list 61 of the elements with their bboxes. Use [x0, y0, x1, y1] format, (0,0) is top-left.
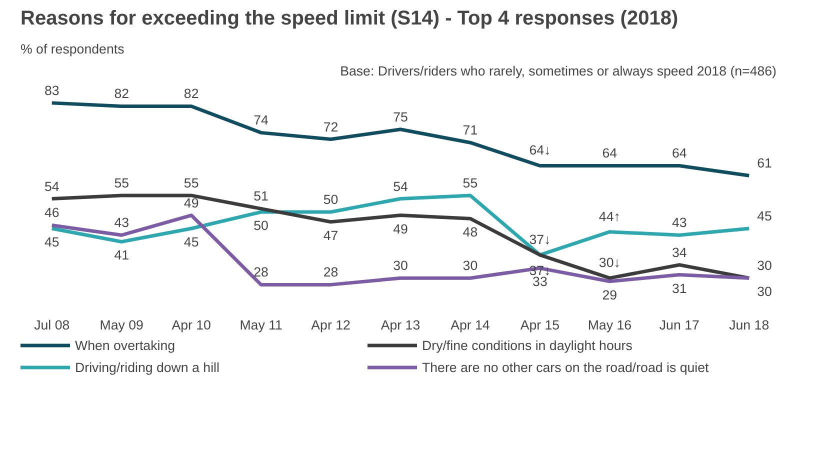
data-label: 83 [44, 82, 60, 98]
data-label: 48 [462, 224, 478, 240]
data-label: 45 [757, 208, 772, 224]
x-tick-label: Apr 15 [520, 318, 560, 332]
data-label: 45 [44, 234, 60, 250]
data-label: 54 [44, 178, 60, 194]
data-label: 64↓ [529, 142, 551, 158]
legend-label: When overtaking [75, 338, 176, 352]
legend-label: Driving/riding down a hill [75, 360, 220, 374]
data-label: 49 [393, 221, 408, 236]
data-label: 45 [184, 234, 199, 250]
data-label: 82 [184, 86, 199, 102]
data-label: 34 [672, 244, 688, 260]
data-label: 72 [323, 119, 338, 134]
data-label: 55 [462, 175, 478, 190]
chart-title: Reasons for exceeding the speed limit (S14) - Top 4 responses (2018) [20, 8, 678, 30]
data-label: 50 [323, 192, 338, 207]
y-axis-title: % of respondents [20, 42, 125, 56]
legend-label: There are no other cars on the road/road is quiet [422, 360, 710, 374]
data-label: 74 [254, 112, 270, 128]
data-label: 30↓ [598, 255, 620, 270]
data-label: 54 [393, 178, 408, 194]
text: Base: Drivers/riders who rarely, sometimes or always speed 2018 (n=486) [340, 64, 777, 78]
data-label: 49 [184, 195, 199, 210]
data-label: 41 [114, 248, 130, 263]
data-label: 82 [114, 86, 130, 102]
x-tick-label: Jun 18 [729, 318, 770, 332]
data-label: 37↓ [529, 232, 551, 247]
data-label: 71 [462, 122, 478, 138]
data-label: 33 [532, 274, 548, 290]
x-tick-label: Apr 12 [311, 318, 350, 332]
data-label: 51 [254, 188, 268, 204]
data-label: 64 [602, 146, 618, 161]
x-tick-label: Jul 08 [34, 318, 70, 332]
data-label: 30 [393, 258, 408, 274]
data-label: 29 [602, 287, 618, 302]
legend-label: Dry/fine conditions in daylight hours [422, 338, 634, 352]
data-label: 28 [254, 264, 268, 280]
data-label: 61 [757, 156, 772, 171]
x-tick-label: May 11 [240, 318, 282, 332]
data-label: 55 [184, 175, 199, 190]
x-tick-label: Apr 10 [172, 318, 211, 332]
x-tick-label: May 09 [100, 318, 144, 332]
data-label: 28 [323, 264, 338, 280]
x-tick-label: Jun 17 [659, 318, 700, 332]
data-label: 30 [757, 258, 772, 274]
data-label: 55 [114, 175, 130, 190]
data-label: 30 [757, 284, 772, 300]
data-label: 30 [462, 258, 478, 274]
data-label: 43 [672, 215, 687, 230]
data-label: 44↑ [598, 208, 620, 224]
data-label: 46 [44, 205, 60, 220]
x-tick-label: Apr 13 [380, 318, 420, 332]
x-tick-label: May 16 [588, 318, 632, 332]
data-label: 75 [393, 109, 408, 124]
data-label: 31 [672, 280, 687, 296]
data-label: 43 [114, 215, 130, 230]
x-tick-label: Apr 14 [450, 318, 490, 332]
data-label: 50 [254, 218, 268, 233]
data-label: 64 [672, 146, 688, 161]
data-label: 47 [323, 228, 338, 243]
